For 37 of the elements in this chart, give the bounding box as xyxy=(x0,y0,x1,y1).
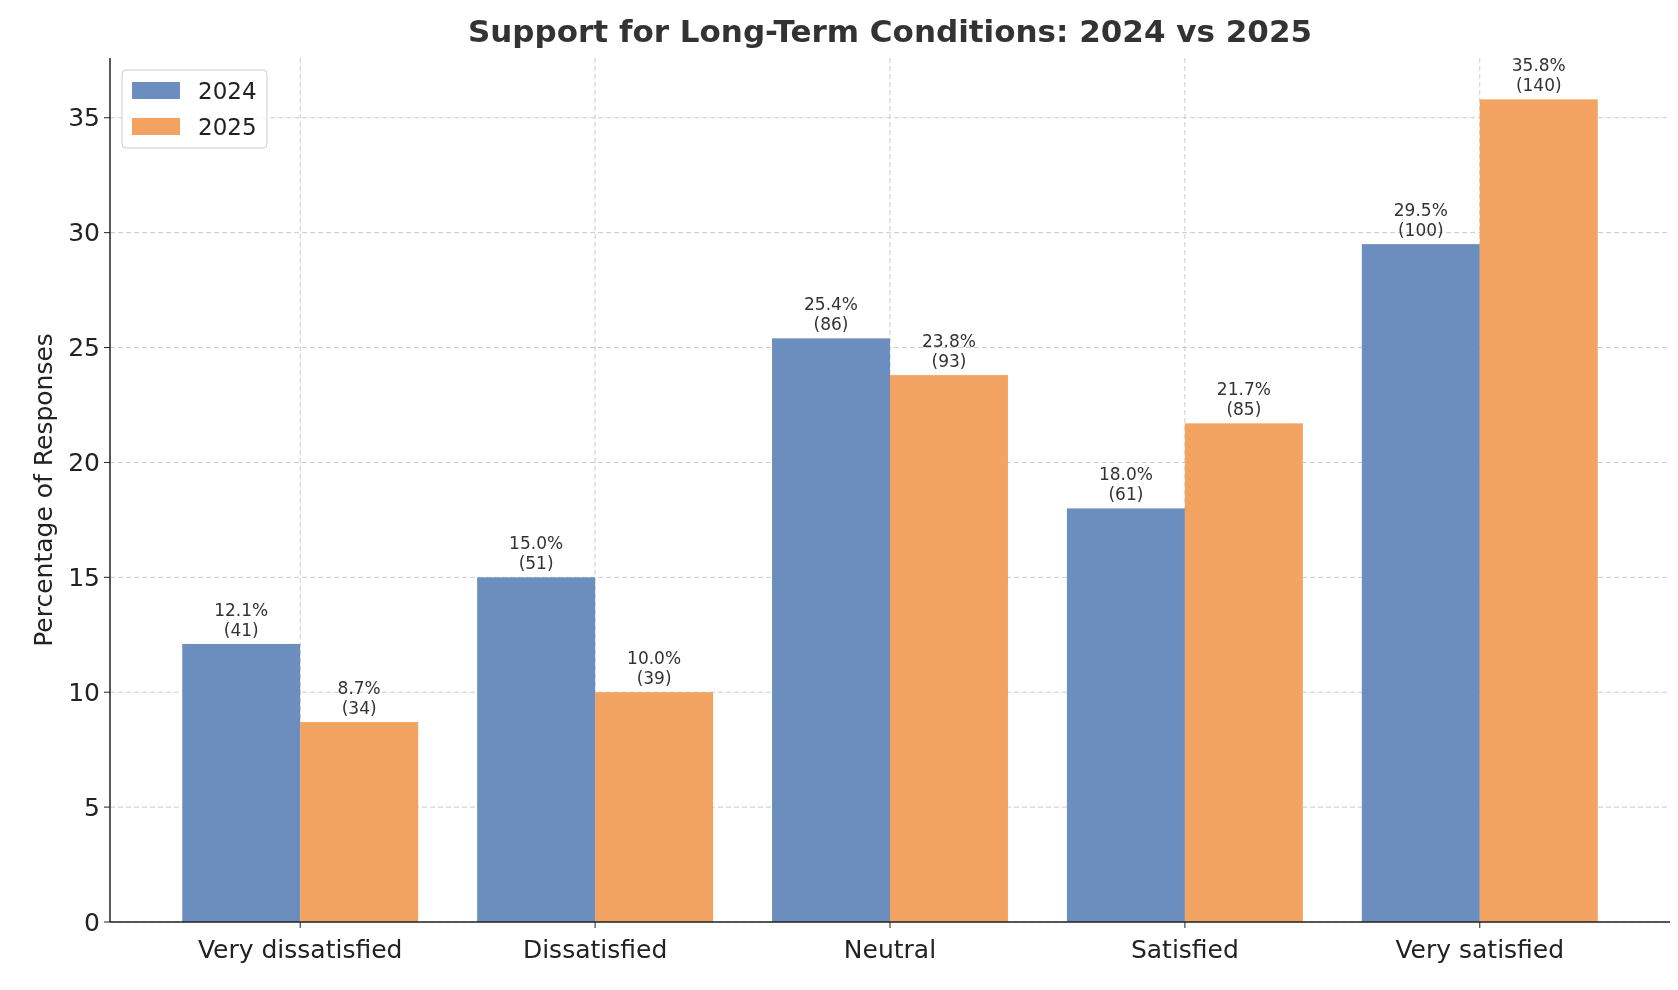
y-tick-label: 25 xyxy=(68,333,100,363)
data-label: 25.4% (86) xyxy=(804,294,859,335)
data-label: 15.0% (51) xyxy=(509,533,564,574)
bar xyxy=(182,643,301,922)
y-tick-label: 5 xyxy=(84,792,100,822)
y-tick-label: 20 xyxy=(68,448,100,478)
bar xyxy=(477,577,596,922)
bar xyxy=(890,375,1008,922)
data-label: 10.0% (39) xyxy=(627,648,682,689)
y-axis-title: Percentage of Responses xyxy=(29,333,58,647)
x-tick-label: Very dissatisfied xyxy=(197,935,403,964)
bar xyxy=(300,722,419,922)
data-label: 29.5% (100) xyxy=(1393,200,1448,241)
x-tick-label: Dissatisfied xyxy=(522,935,668,964)
y-tick-label: 15 xyxy=(68,563,100,593)
chart-title: Support for Long-Term Conditions: 2024 vs 2025 xyxy=(467,13,1313,49)
y-tick-label: 10 xyxy=(68,677,100,707)
x-tick-label: Neutral xyxy=(843,935,937,964)
x-tick-label: Satisfied xyxy=(1130,935,1239,964)
x-tick-label: Very satisfied xyxy=(1395,935,1565,964)
bar xyxy=(1479,99,1598,922)
legend-label: 2024 xyxy=(198,78,257,105)
data-label: 23.8% (93) xyxy=(921,331,976,372)
bar xyxy=(1066,508,1185,922)
data-label: 21.7% (85) xyxy=(1216,379,1271,420)
bar xyxy=(1361,244,1480,922)
y-tick-label: 30 xyxy=(68,218,100,248)
data-label: 12.1% (41) xyxy=(214,599,269,640)
bar xyxy=(1184,423,1303,922)
data-label: 35.8% (140) xyxy=(1511,55,1566,96)
y-tick-label: 35 xyxy=(68,103,100,133)
y-tick-label: 0 xyxy=(84,907,100,937)
legend-label: 2025 xyxy=(198,114,257,141)
bar xyxy=(595,692,714,922)
data-label: 8.7% (34) xyxy=(337,678,381,719)
bar xyxy=(772,338,890,922)
data-label: 18.0% (61) xyxy=(1098,464,1153,505)
